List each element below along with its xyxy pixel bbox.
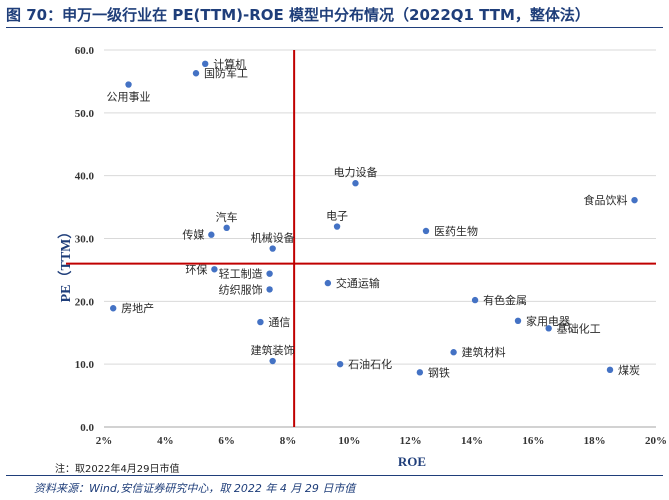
y-tick-label: 40.0 xyxy=(75,171,95,183)
point-label: 电力设备 xyxy=(333,165,377,179)
data-point xyxy=(269,245,276,252)
x-tick-label: 16% xyxy=(522,435,544,447)
point-label: 建筑装饰 xyxy=(251,343,295,357)
point-label: 纺织服饰 xyxy=(219,282,263,296)
data-point xyxy=(333,223,341,230)
figure-title: 图 70：申万一级行业在 PE(TTM)-ROE 模型中分布情况（2022Q1 … xyxy=(6,6,590,24)
y-tick-label: 50.0 xyxy=(75,108,95,120)
data-point xyxy=(606,366,614,374)
point-label: 通信 xyxy=(268,316,290,329)
point-label: 家用电器 xyxy=(526,314,570,328)
x-tick-label: 12% xyxy=(400,435,422,447)
x-axis-title: ROE xyxy=(398,454,426,469)
source-citation: 资料来源：Wind,安信证券研究中心，取 2022 年 4 月 29 日市值 xyxy=(34,482,356,495)
point-label: 基础化工 xyxy=(557,321,601,335)
x-tick-label: 10% xyxy=(338,435,360,447)
point-label: 石油石化 xyxy=(348,357,392,371)
y-tick-label: 20.0 xyxy=(75,296,95,308)
point-label: 建筑材料 xyxy=(462,345,506,359)
data-point xyxy=(422,227,430,235)
point-label: 煤炭 xyxy=(618,364,640,377)
data-point xyxy=(211,266,218,273)
y-tick-label: 60.0 xyxy=(75,45,95,57)
x-tick-label: 6% xyxy=(218,435,235,447)
y-tick-label: 10.0 xyxy=(75,359,95,371)
data-point xyxy=(110,305,117,312)
data-point xyxy=(266,286,273,293)
data-point xyxy=(223,224,230,232)
x-tick-label: 8% xyxy=(280,435,297,447)
x-tick-label: 2% xyxy=(96,435,113,447)
point-label: 环保 xyxy=(185,262,207,276)
point-label: 轻工制造 xyxy=(219,267,263,281)
data-point xyxy=(631,196,638,204)
data-point xyxy=(545,325,552,332)
point-label: 汽车 xyxy=(216,210,238,224)
y-tick-label: 0.0 xyxy=(80,422,94,434)
point-label: 有色金属 xyxy=(483,293,527,307)
point-label: 医药生物 xyxy=(434,224,478,238)
point-label: 计算机 xyxy=(213,57,246,71)
data-point xyxy=(266,270,273,277)
x-tick-label: 20% xyxy=(645,435,667,447)
data-point xyxy=(202,60,209,68)
data-point xyxy=(125,81,132,88)
point-label: 机械设备 xyxy=(251,231,295,245)
data-point xyxy=(257,318,264,326)
data-point xyxy=(450,349,457,356)
data-point xyxy=(208,231,215,238)
data-point xyxy=(336,360,344,368)
chart-note: 注：取2022年4月29日市值 xyxy=(55,464,180,475)
point-label: 国防军工 xyxy=(204,66,248,80)
y-tick-label: 30.0 xyxy=(75,234,95,246)
point-label: 电子 xyxy=(326,210,348,223)
data-point xyxy=(269,357,276,365)
footer-divider xyxy=(6,475,663,476)
data-point xyxy=(352,180,359,187)
point-label: 房地产 xyxy=(121,301,154,315)
data-point xyxy=(471,296,479,304)
x-tick-label: 4% xyxy=(157,435,174,447)
x-tick-label: 14% xyxy=(461,435,483,447)
x-tick-label: 18% xyxy=(584,435,606,447)
point-label: 传媒 xyxy=(182,229,204,242)
data-point xyxy=(416,369,424,376)
title-divider xyxy=(6,27,663,28)
data-point xyxy=(514,317,522,325)
data-point xyxy=(324,279,332,287)
point-label: 食品饮料 xyxy=(584,193,628,207)
point-label: 公用事业 xyxy=(107,91,151,104)
point-label: 交通运输 xyxy=(336,276,380,290)
point-label: 钢铁 xyxy=(428,366,450,379)
data-point xyxy=(192,70,200,77)
